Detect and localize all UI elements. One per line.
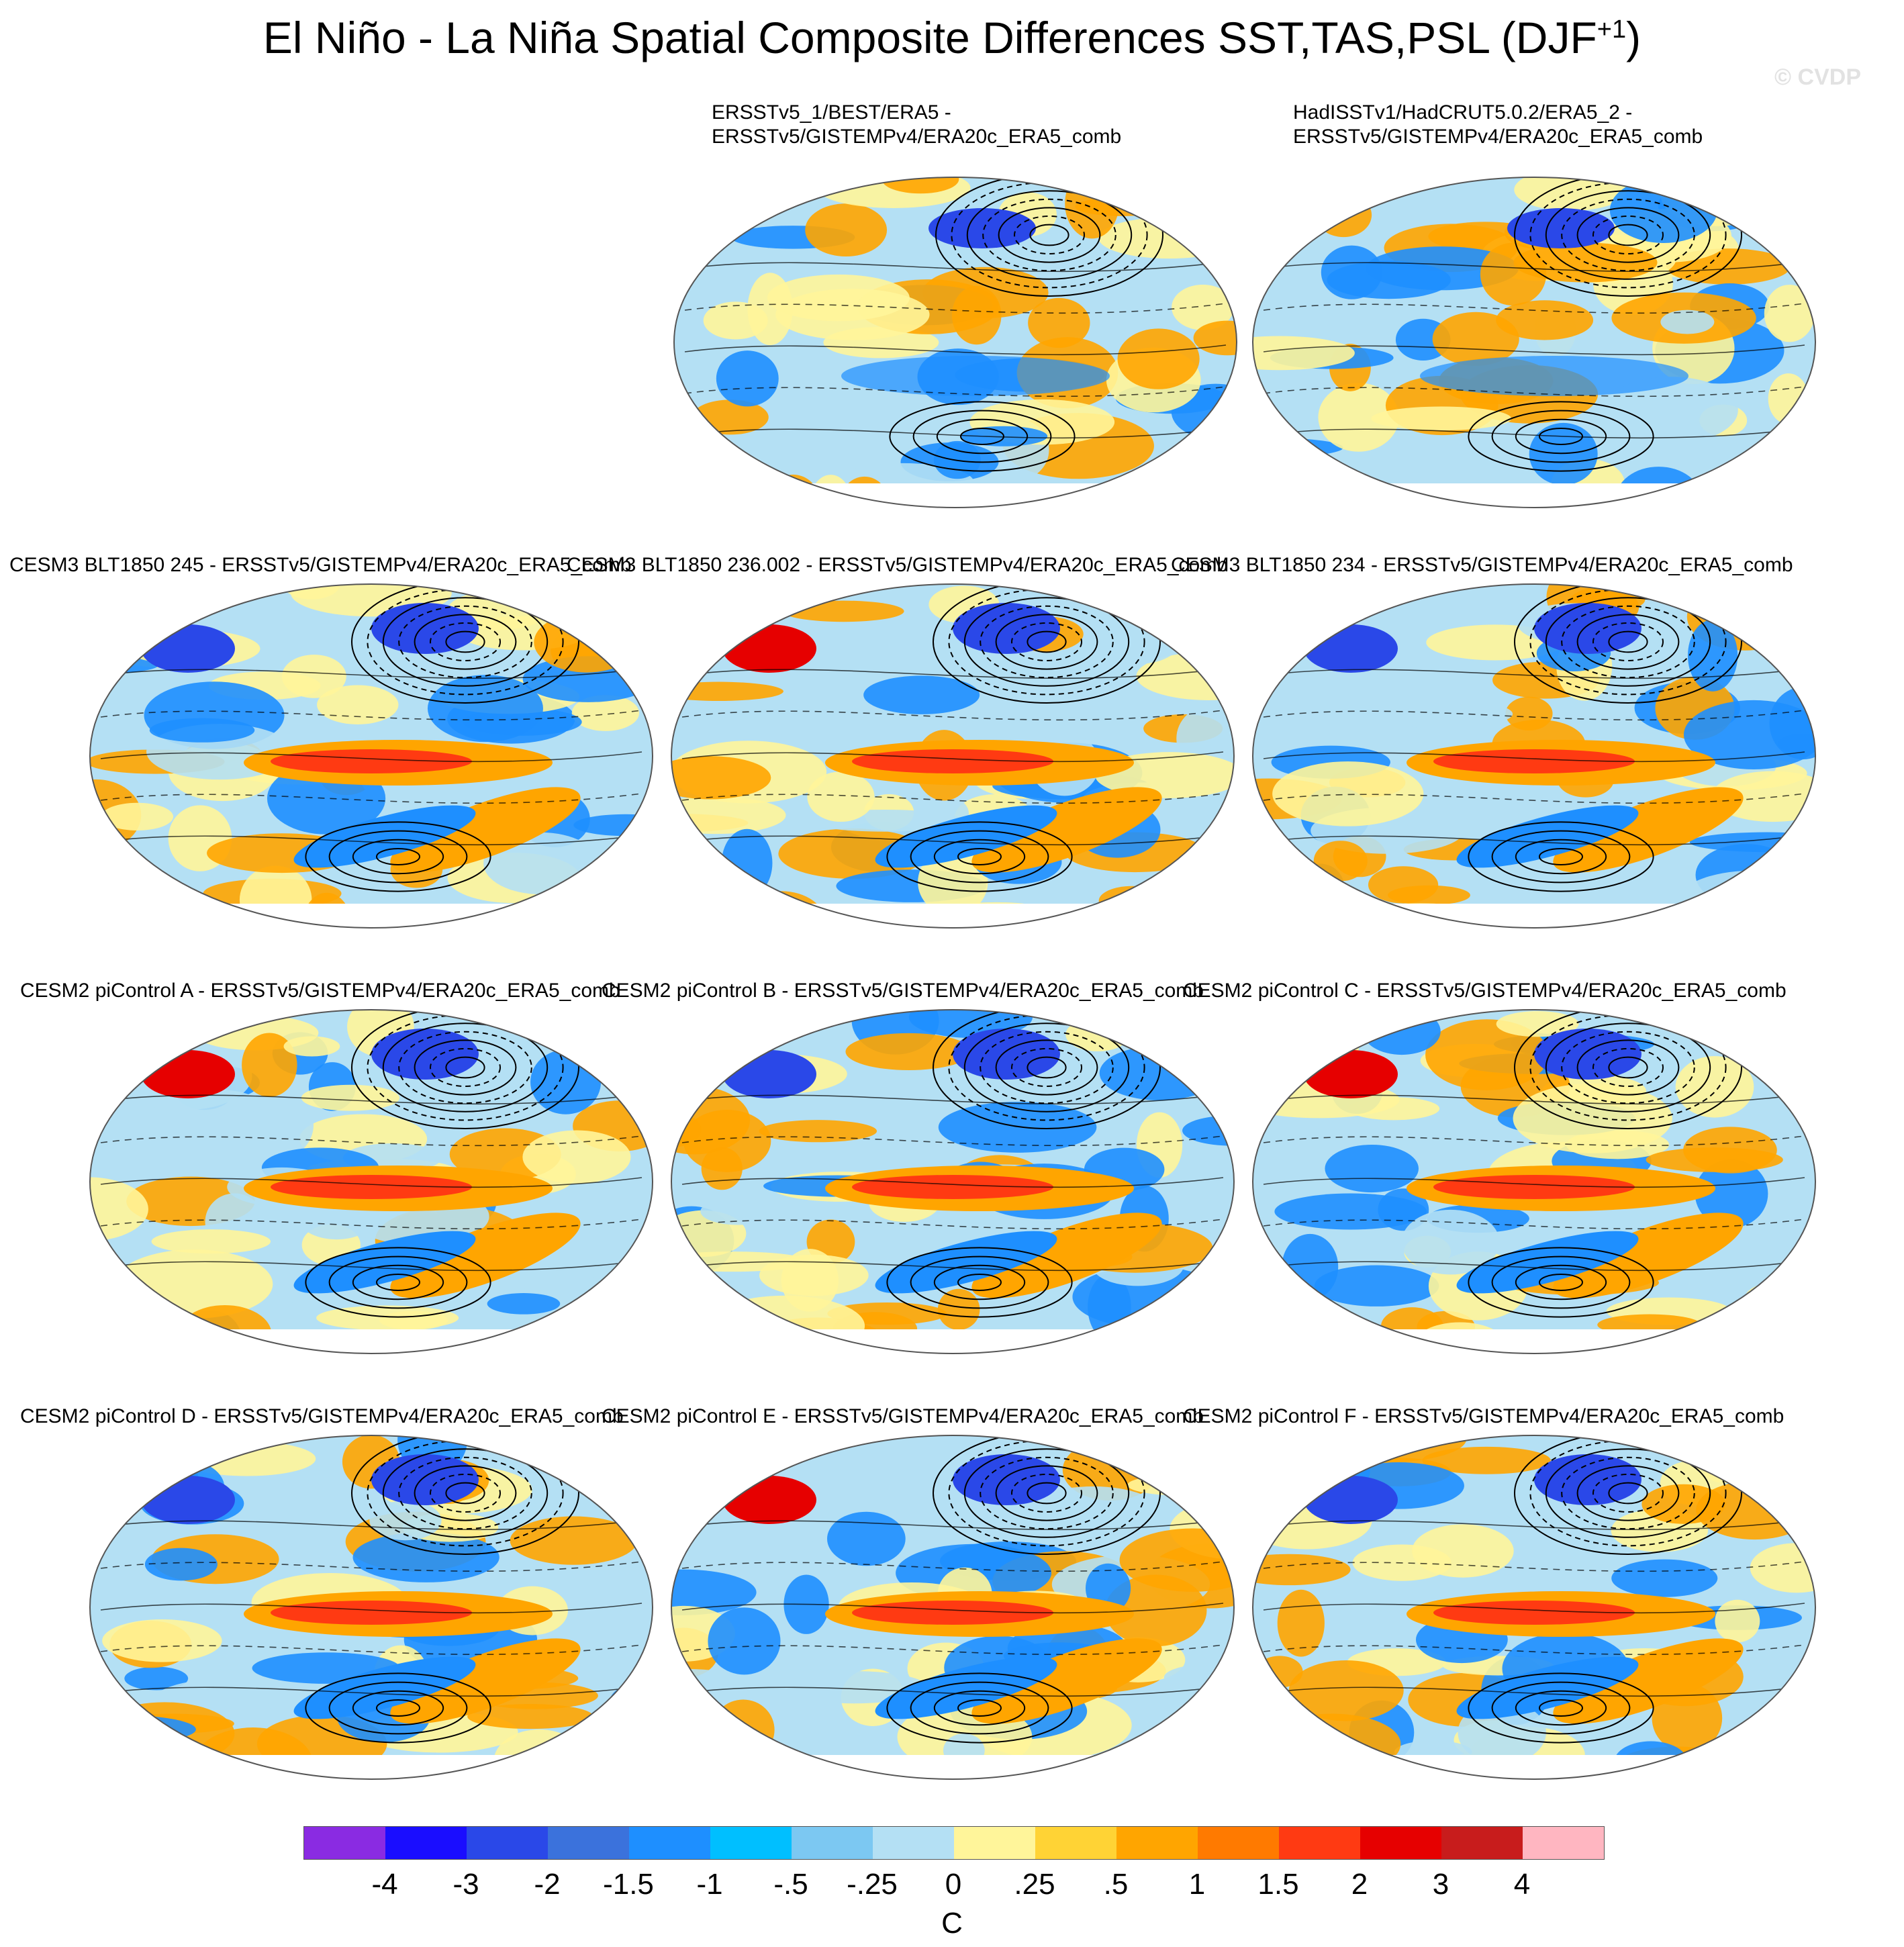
map-field — [1253, 584, 1815, 928]
map-field — [1253, 177, 1815, 508]
colorbar-swatch — [1198, 1827, 1279, 1859]
panel-label-blt234: CESM3 BLT1850 234 - ERSSTv5/GISTEMPv4/ER… — [1171, 554, 1793, 576]
map-panel-picF — [1252, 1435, 1816, 1780]
panel-label-blt236: CESM3 BLT1850 236.002 - ERSSTv5/GISTEMPv… — [567, 554, 1228, 576]
map-field — [674, 177, 1237, 508]
map-panel-picD — [89, 1435, 653, 1780]
colorbar-tick-label: .25 — [1014, 1868, 1055, 1901]
map-panel-blt245 — [89, 583, 653, 929]
map-field — [671, 1010, 1234, 1354]
colorbar-tick-label: 4 — [1513, 1868, 1531, 1901]
panel-label-line2: ERSSTv5/GISTEMPv4/ERA20c_ERA5_comb — [1293, 126, 1703, 148]
colorbar-swatch — [629, 1827, 710, 1859]
colorbar-tick-label: 1.5 — [1257, 1868, 1299, 1901]
colorbar-swatch — [1279, 1827, 1360, 1859]
colorbar-swatch — [873, 1827, 954, 1859]
colorbar-tick-label: -.25 — [847, 1868, 898, 1901]
map-panel-picA — [89, 1009, 653, 1354]
map-field — [1253, 1010, 1815, 1354]
panel-label-line1: ERSSTv5_1/BEST/ERA5 - — [712, 101, 951, 124]
map-panel-blt236 — [671, 583, 1235, 929]
colorbar-swatch — [1116, 1827, 1198, 1859]
colorbar-swatch — [1441, 1827, 1523, 1859]
colorbar-swatch — [385, 1827, 467, 1859]
panel-label-obs1: ERSSTv5_1/BEST/ERA5 - ERSSTv5/GISTEMPv4/… — [712, 101, 1121, 149]
colorbar-swatch — [1523, 1827, 1604, 1859]
colorbar-swatch — [1360, 1827, 1441, 1859]
colorbar-tick-label: -2 — [534, 1868, 561, 1901]
panel-label-obs2: HadISSTv1/HadCRUT5.0.2/ERA5_2 - ERSSTv5/… — [1293, 101, 1703, 149]
map-field — [1253, 1435, 1815, 1779]
colorbar-swatch — [710, 1827, 792, 1859]
figure-title-close: ) — [1626, 13, 1641, 62]
map-field — [90, 584, 653, 928]
panel-label-blt245: CESM3 BLT1850 245 - ERSSTv5/GISTEMPv4/ER… — [9, 554, 632, 576]
panel-label-picF: CESM2 piControl F - ERSSTv5/GISTEMPv4/ER… — [1183, 1405, 1784, 1427]
map-field — [90, 1010, 653, 1354]
panel-label-picA: CESM2 piControl A - ERSSTv5/GISTEMPv4/ER… — [20, 980, 620, 1002]
colorbar-tick-label: 2 — [1351, 1868, 1368, 1901]
cvdp-watermark: © CVDP — [1774, 64, 1861, 90]
colorbar — [303, 1826, 1605, 1860]
colorbar-swatch — [548, 1827, 629, 1859]
map-panel-picB — [671, 1009, 1235, 1354]
colorbar-tick-label: -.5 — [773, 1868, 808, 1901]
panel-label-picE: CESM2 piControl E - ERSSTv5/GISTEMPv4/ER… — [602, 1405, 1204, 1427]
colorbar-tick-label: .5 — [1103, 1868, 1129, 1901]
colorbar-tick-label: -1.5 — [603, 1868, 654, 1901]
colorbar-units: C — [941, 1907, 963, 1940]
colorbar-swatch — [467, 1827, 548, 1859]
figure-title-main: El Niño - La Niña Spatial Composite Diff… — [263, 13, 1597, 62]
colorbar-tick-label: 3 — [1432, 1868, 1449, 1901]
figure-title-superscript: +1 — [1597, 15, 1627, 44]
map-panel-obs1 — [673, 177, 1237, 508]
colorbar-swatch — [304, 1827, 385, 1859]
map-field — [671, 584, 1234, 928]
panel-label-picD: CESM2 piControl D - ERSSTv5/GISTEMPv4/ER… — [20, 1405, 624, 1427]
map-panel-obs2 — [1252, 177, 1816, 508]
map-field — [671, 1435, 1234, 1779]
map-panel-picC — [1252, 1009, 1816, 1354]
map-field — [90, 1435, 653, 1779]
colorbar-swatch — [954, 1827, 1035, 1859]
panel-label-picB: CESM2 piControl B - ERSSTv5/GISTEMPv4/ER… — [602, 980, 1204, 1002]
colorbar-swatch — [1035, 1827, 1116, 1859]
colorbar-swatch — [792, 1827, 873, 1859]
panel-label-line2: ERSSTv5/GISTEMPv4/ERA20c_ERA5_comb — [712, 126, 1122, 148]
colorbar-tick-label: -3 — [453, 1868, 479, 1901]
colorbar-tick-labels: -4 -3 -2 -1.5 -1 -.5 -.25 0 .25 .5 1 1.5 2 3 4 — [0, 1868, 1904, 1908]
colorbar-tick-label: 1 — [1188, 1868, 1206, 1901]
figure-title: El Niño - La Niña Spatial Composite Diff… — [0, 12, 1904, 63]
colorbar-tick-label: 0 — [945, 1868, 962, 1901]
colorbar-tick-label: -4 — [371, 1868, 398, 1901]
map-panel-picE — [671, 1435, 1235, 1780]
map-panel-blt234 — [1252, 583, 1816, 929]
colorbar-tick-label: -1 — [696, 1868, 723, 1901]
panel-label-picC: CESM2 piControl C - ERSSTv5/GISTEMPv4/ER… — [1183, 980, 1787, 1002]
panel-label-line1: HadISSTv1/HadCRUT5.0.2/ERA5_2 - — [1293, 101, 1633, 124]
